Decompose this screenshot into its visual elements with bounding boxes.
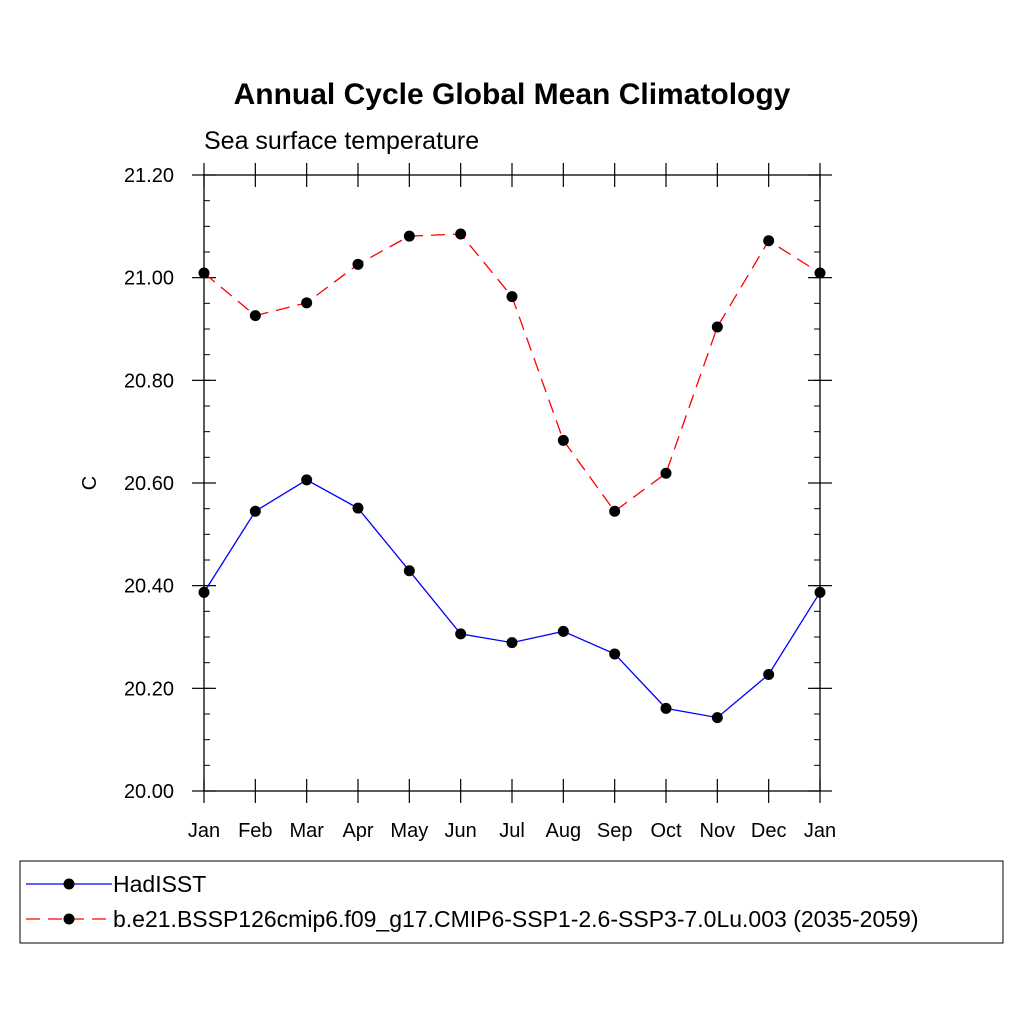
- data-point: [352, 502, 364, 514]
- x-tick-label: Jan: [188, 820, 220, 842]
- plot-frame: [203, 174, 821, 792]
- y-tick-labels: 20.00 20.20 20.40 20.60 20.80 21.00 21.20: [124, 165, 174, 803]
- chart-subtitle: Sea surface temperature: [204, 127, 479, 155]
- x-tick-label: Jul: [499, 820, 525, 842]
- legend-marker: [63, 913, 75, 925]
- series-layer: [198, 228, 826, 724]
- x-tick-label: Feb: [238, 820, 272, 842]
- data-point: [198, 267, 210, 279]
- data-point: [557, 434, 569, 446]
- legend-label: HadISST: [113, 871, 206, 897]
- data-point: [506, 291, 518, 303]
- axis-ticks: [192, 163, 832, 803]
- legend: HadISST b.e21.BSSP126cmip6.f09_g17.CMIP6-…: [26, 871, 919, 932]
- chart-title: Annual Cycle Global Mean Climatology: [234, 78, 791, 111]
- data-point: [249, 310, 261, 322]
- legend-label: b.e21.BSSP126cmip6.f09_g17.CMIP6-SSP1-2.…: [113, 906, 919, 932]
- series-line: [203, 233, 821, 513]
- y-tick-label: 20.40: [124, 576, 174, 598]
- data-point: [814, 586, 826, 598]
- x-tick-label: Nov: [700, 820, 736, 842]
- y-tick-label: 21.20: [124, 165, 174, 187]
- data-point: [403, 565, 415, 577]
- data-point: [506, 637, 518, 649]
- data-point: [455, 628, 467, 640]
- data-point: [352, 258, 364, 270]
- data-point: [814, 267, 826, 279]
- x-tick-label: Aug: [546, 820, 582, 842]
- data-point: [763, 668, 775, 680]
- data-point: [403, 230, 415, 242]
- x-tick-label: Dec: [751, 820, 787, 842]
- data-point: [301, 474, 313, 486]
- x-tick-label: Mar: [289, 820, 324, 842]
- data-point: [301, 297, 313, 309]
- x-tick-label: Sep: [597, 820, 633, 842]
- y-tick-label: 20.80: [124, 370, 174, 392]
- legend-marker: [63, 878, 75, 890]
- data-point: [660, 467, 672, 479]
- data-point: [609, 648, 621, 660]
- data-point: [660, 702, 672, 714]
- y-tick-label: 20.00: [124, 781, 174, 803]
- y-tick-label: 20.60: [124, 473, 174, 495]
- data-point: [763, 235, 775, 247]
- data-point: [557, 625, 569, 637]
- x-tick-label: Apr: [342, 820, 373, 842]
- y-tick-label: 21.00: [124, 268, 174, 290]
- data-point: [711, 712, 723, 724]
- y-axis-label: C: [79, 476, 101, 490]
- x-tick-labels: Jan Feb Mar Apr May Jun Jul Aug Sep Oct Nov Dec Jan: [188, 820, 836, 842]
- x-tick-label: Jun: [445, 820, 477, 842]
- data-point: [249, 505, 261, 517]
- x-tick-label: Jan: [804, 820, 836, 842]
- x-tick-label: Oct: [650, 820, 682, 842]
- y-tick-label: 20.20: [124, 678, 174, 700]
- data-point: [455, 228, 467, 240]
- x-tick-label: May: [390, 820, 428, 842]
- series-line: [203, 479, 821, 719]
- legend-box: [19, 860, 1004, 944]
- data-point: [711, 321, 723, 333]
- data-point: [609, 505, 621, 517]
- data-point: [198, 586, 210, 598]
